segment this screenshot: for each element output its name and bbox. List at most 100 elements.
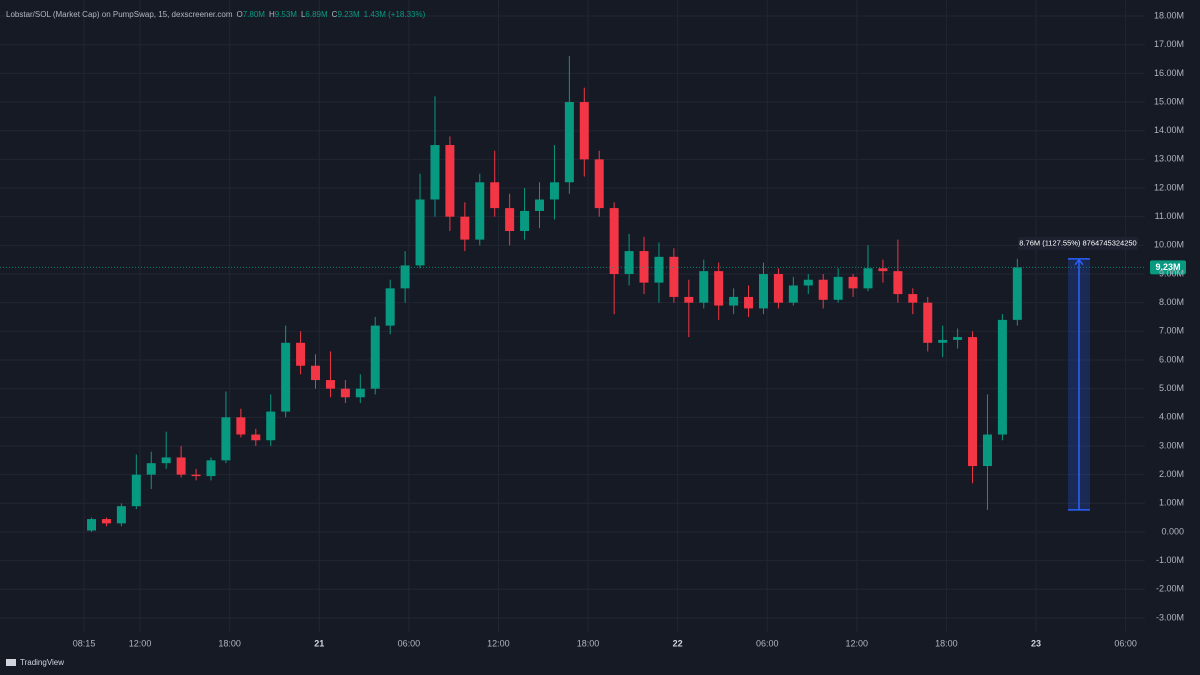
x-tick-label: 12:00 <box>129 638 152 648</box>
x-tick-label: 23 <box>1031 638 1041 648</box>
legend-value: 9.23M <box>337 10 360 19</box>
candle-body <box>430 145 440 200</box>
candle-body <box>579 102 589 160</box>
candle-body <box>788 285 798 303</box>
candle-body <box>594 159 604 209</box>
candle-body <box>296 342 306 366</box>
x-tick-label: 12:00 <box>487 638 510 648</box>
candle-body <box>997 319 1007 435</box>
watermark: TradingView <box>20 658 64 667</box>
candle-body <box>146 463 156 475</box>
legend-key: L <box>301 10 306 19</box>
measure-label-box <box>1018 236 1138 250</box>
price-label: 9.23M <box>1155 262 1180 272</box>
overlay: 9.23M 8.76M (1127.55%) 8764745324250 <box>0 236 1186 511</box>
candle-body <box>699 271 709 303</box>
legend-value: 9.53M <box>275 10 298 19</box>
candle-body <box>460 216 470 240</box>
logo-mark <box>6 659 16 666</box>
x-tick-label: 06:00 <box>398 638 421 648</box>
candle-body <box>773 274 783 303</box>
candle-body <box>1012 267 1022 320</box>
candle-body <box>400 265 410 289</box>
candle-body <box>520 210 530 232</box>
candle-body <box>878 268 888 272</box>
y-tick-label: 18.00M <box>1154 10 1184 20</box>
y-tick-label: 15.00M <box>1154 96 1184 106</box>
candle-body <box>938 339 948 343</box>
candle-body <box>968 337 978 467</box>
candle-body <box>534 199 544 211</box>
y-tick-label: 17.00M <box>1154 39 1184 49</box>
y-tick-label: 1.00M <box>1159 498 1184 508</box>
candle-body <box>116 506 126 524</box>
measure-arrow-head <box>1074 258 1084 266</box>
legend: Lobstar/SOL (Market Cap) on PumpSwap, 15… <box>6 10 426 19</box>
candle-body <box>923 302 933 343</box>
y-tick-label: 6.00M <box>1159 354 1184 364</box>
candle-body <box>325 380 335 389</box>
y-tick-label: 13.00M <box>1154 154 1184 164</box>
legend-change: 1.43M (+18.33%) <box>364 10 426 19</box>
candle-body <box>221 417 231 461</box>
candle-body <box>266 411 276 441</box>
candle-body <box>131 474 141 507</box>
y-tick-label: 12.00M <box>1154 182 1184 192</box>
legend-key: O <box>236 10 242 19</box>
candle-body <box>281 342 291 412</box>
y-tick-label: 11.00M <box>1155 211 1184 221</box>
candle-body <box>475 182 485 240</box>
y-tick-label: 4.00M <box>1159 412 1184 422</box>
candle-body <box>549 182 559 200</box>
watermark-logo: TradingView <box>6 658 64 667</box>
candle-body <box>714 271 724 306</box>
candle-body <box>191 474 201 477</box>
candle-body <box>490 182 500 209</box>
candle-body <box>818 279 828 300</box>
x-tick-label: 22 <box>673 638 683 648</box>
x-tick-label: 21 <box>314 638 324 648</box>
y-tick-label: 2.00M <box>1159 469 1184 479</box>
measure-label: 8.76M (1127.55%) 8764745324250 <box>1019 238 1136 247</box>
candle-body <box>863 268 873 289</box>
candle-body <box>370 325 380 389</box>
candle-body <box>848 276 858 289</box>
x-tick-label: 18:00 <box>577 638 600 648</box>
candle-body <box>176 457 186 475</box>
legend-value: 6.89M <box>305 10 328 19</box>
legend-value: 7.80M <box>243 10 266 19</box>
y-tick-label: 9.00M <box>1159 268 1184 278</box>
x-tick-label: 18:00 <box>935 638 958 648</box>
y-tick-label: 10.00M <box>1154 240 1184 250</box>
candle-body <box>982 434 992 467</box>
y-tick-label: -3.00M <box>1156 612 1184 622</box>
y-tick-label: 16.00M <box>1154 68 1184 78</box>
price-label-box <box>1150 260 1186 275</box>
y-tick-label: 0.000 <box>1161 526 1184 536</box>
x-tick-label: 18:00 <box>218 638 241 648</box>
x-tick-label: 06:00 <box>756 638 779 648</box>
candle-body <box>908 294 918 303</box>
candle-body <box>355 388 365 398</box>
x-tick-label: 08:15 <box>73 638 96 648</box>
candle-body <box>505 208 515 232</box>
candle-body <box>654 256 664 283</box>
y-tick-label: 7.00M <box>1159 326 1184 336</box>
legend-title: Lobstar/SOL (Market Cap) on PumpSwap, 15… <box>6 10 233 19</box>
x-tick-label: 06:00 <box>1114 638 1137 648</box>
candle-body <box>729 296 739 306</box>
y-tick-label: 8.00M <box>1159 297 1184 307</box>
y-tick-label: 5.00M <box>1159 383 1184 393</box>
y-tick-label: -2.00M <box>1156 584 1184 594</box>
legend-key: C <box>332 10 338 19</box>
legend-key: H <box>269 10 275 19</box>
candle-body <box>445 145 455 217</box>
candle-body <box>803 279 813 286</box>
grid <box>0 0 1145 632</box>
candle-body <box>251 434 261 441</box>
candle-body <box>87 519 97 531</box>
y-tick-label: 3.00M <box>1159 440 1184 450</box>
candle-body <box>311 365 321 381</box>
